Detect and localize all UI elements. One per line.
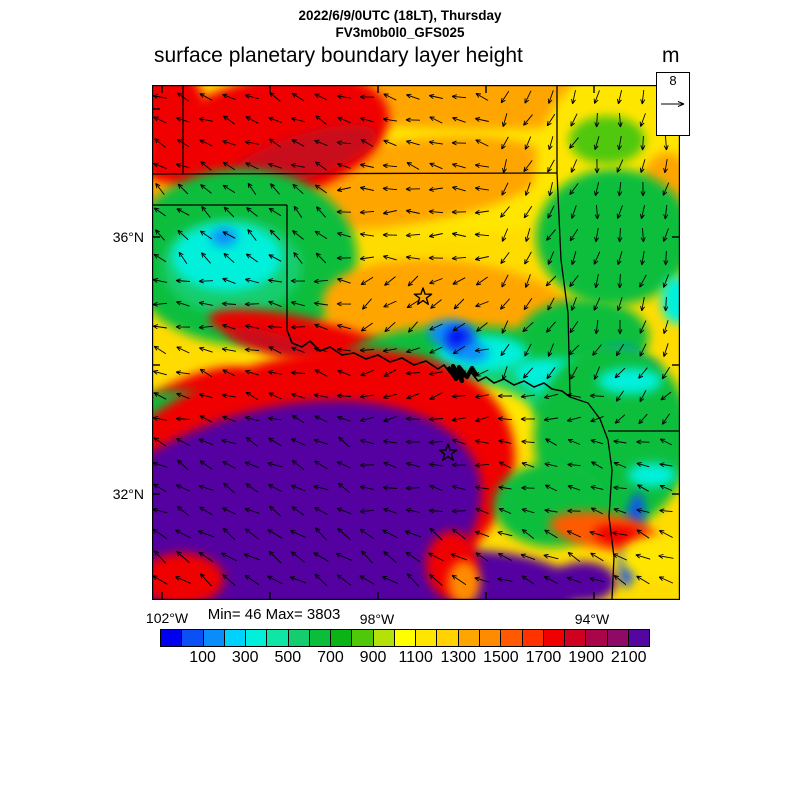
colorbar-cell <box>203 630 225 646</box>
red-river <box>286 329 571 398</box>
colorbar-tick-label: 300 <box>231 649 259 666</box>
colorbar-cell <box>331 630 353 646</box>
minmax-label: Min= 46 Max= 3803 <box>207 606 341 623</box>
lat-label-36n: 36°N <box>112 229 144 245</box>
colorbar-tick-label: 100 <box>189 649 216 666</box>
colorbar-cell <box>373 630 395 646</box>
wind-reference-arrow-icon <box>661 101 685 107</box>
wind-reference-value: 8 <box>669 73 677 88</box>
colorbar-cell <box>458 630 480 646</box>
colorbar-tick-label: 1500 <box>483 649 519 666</box>
colorbar-tick-label: 2100 <box>610 649 647 666</box>
colorbar-cell <box>543 630 566 646</box>
wind-reference-box: 8 <box>656 72 690 136</box>
lon-label-94w: 94°W <box>574 611 610 627</box>
colorbar-tick-label: 1900 <box>568 649 604 666</box>
star-marker <box>413 287 433 305</box>
colorbar-cell <box>628 630 650 646</box>
units-label: m <box>662 44 680 67</box>
colorbar-cell <box>288 630 310 646</box>
colorbar-cell <box>267 630 289 646</box>
colorbar-cells <box>160 629 650 647</box>
colorbar-cell <box>437 630 459 646</box>
colorbar-tick-label: 700 <box>317 649 344 666</box>
colorbar: 100 300 500 700 900 1100 1300 1500 1700 1900 2100 <box>160 629 650 669</box>
page-title: surface planetary boundary layer height <box>154 44 523 67</box>
colorbar-tick-label: 1100 <box>398 649 433 666</box>
river-knot <box>446 363 479 384</box>
colorbar-cell <box>309 630 332 646</box>
colorbar-tick-label: 900 <box>359 649 387 666</box>
pbl-height-map <box>152 85 680 600</box>
lat-label-32n: 32°N <box>112 486 144 502</box>
colorbar-cell <box>394 630 417 646</box>
lon-label-98w: 98°W <box>359 611 395 627</box>
date-line: 2022/6/9/0UTC (18LT), Thursday <box>298 8 502 23</box>
colorbar-tick-label: 1300 <box>440 649 477 666</box>
colorbar-tick-label: 500 <box>274 649 302 666</box>
colorbar-cell <box>586 630 608 646</box>
field-blobs <box>152 85 680 600</box>
colorbar-cell <box>352 630 374 646</box>
colorbar-cell <box>416 630 438 646</box>
map-frame <box>152 85 680 600</box>
colorbar-cell <box>501 630 523 646</box>
colorbar-cell <box>522 630 544 646</box>
colorbar-cell <box>224 630 247 646</box>
star-marker <box>438 443 458 461</box>
model-line: FV3m0b0l0_GFS025 <box>335 25 465 40</box>
state-borders <box>152 85 680 600</box>
colorbar-cell <box>246 630 268 646</box>
colorbar-tick-label: 1700 <box>525 649 562 666</box>
colorbar-cell <box>565 630 587 646</box>
colorbar-cell <box>479 630 502 646</box>
colorbar-cell <box>161 630 183 646</box>
lon-label-102w: 102°W <box>145 610 189 626</box>
colorbar-cell <box>182 630 204 646</box>
colorbar-cell <box>607 630 629 646</box>
wind-arrows <box>152 89 674 587</box>
